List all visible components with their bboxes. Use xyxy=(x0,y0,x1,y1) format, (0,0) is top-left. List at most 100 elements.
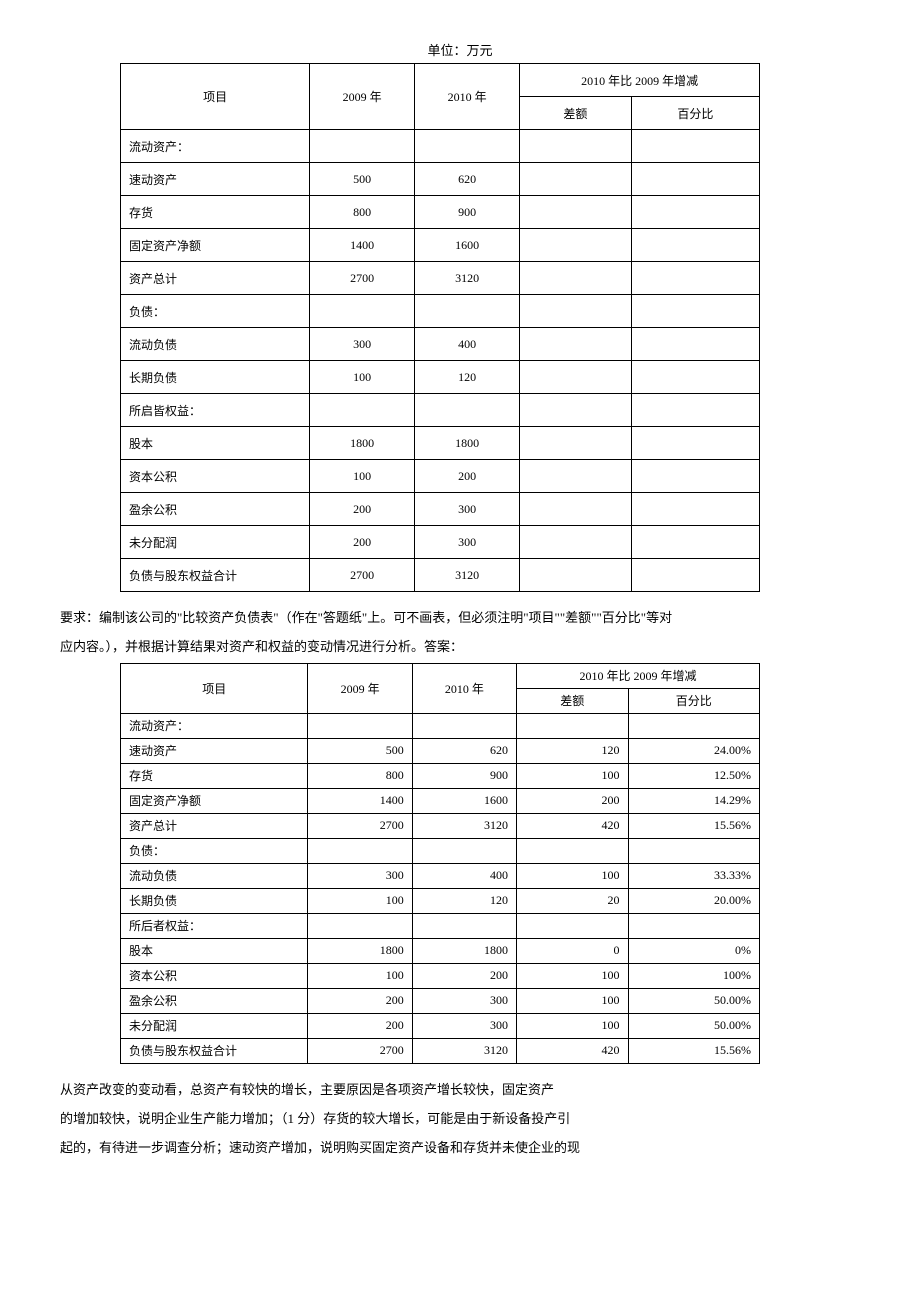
cell-2010 xyxy=(412,838,516,863)
cell-pct: 100% xyxy=(628,963,759,988)
table-row: 资产总计27003120 xyxy=(121,262,760,295)
cell-diff xyxy=(520,394,632,427)
cell-pct xyxy=(631,196,759,229)
cell-pct xyxy=(631,262,759,295)
cell-diff xyxy=(516,713,628,738)
cell-2010: 620 xyxy=(412,738,516,763)
cell-item: 资本公积 xyxy=(121,963,308,988)
cell-item: 股本 xyxy=(121,938,308,963)
analysis-text-1: 从资产改变的变动看，总资产有较快的增长，主要原因是各项资产增长较快，固定资产 xyxy=(60,1076,860,1103)
cell-pct xyxy=(631,229,759,262)
cell-item: 资本公积 xyxy=(121,460,310,493)
table-row: 固定资产净额14001600 xyxy=(121,229,760,262)
cell-2010: 3120 xyxy=(412,1038,516,1063)
cell-2009: 100 xyxy=(310,460,415,493)
cell-diff: 0 xyxy=(516,938,628,963)
cell-diff xyxy=(520,262,632,295)
cell-diff: 100 xyxy=(516,988,628,1013)
balance-sheet-table-1: 项目 2009 年 2010 年 2010 年比 2009 年增减 差额 百分比… xyxy=(120,63,760,592)
header-2010: 2010 年 xyxy=(415,64,520,130)
table-row: 负债与股东权益合计27003120 xyxy=(121,559,760,592)
table-row: 流动资产： xyxy=(121,713,760,738)
cell-2010: 900 xyxy=(415,196,520,229)
cell-2009: 100 xyxy=(308,963,412,988)
header-2009: 2009 年 xyxy=(310,64,415,130)
table-row: 未分配润20030010050.00% xyxy=(121,1013,760,1038)
cell-2009: 100 xyxy=(308,888,412,913)
cell-2009: 2700 xyxy=(310,559,415,592)
cell-item: 资产总计 xyxy=(121,262,310,295)
cell-item: 股本 xyxy=(121,427,310,460)
table-row: 资产总计2700312042015.56% xyxy=(121,813,760,838)
cell-diff xyxy=(520,295,632,328)
cell-2010 xyxy=(412,713,516,738)
unit-label: 单位：万元 xyxy=(60,40,860,59)
cell-item: 速动资产 xyxy=(121,738,308,763)
cell-pct: 15.56% xyxy=(628,1038,759,1063)
cell-pct: 24.00% xyxy=(628,738,759,763)
cell-2010 xyxy=(415,130,520,163)
cell-diff xyxy=(520,460,632,493)
cell-2010: 1800 xyxy=(415,427,520,460)
table-row: 股本1800180000% xyxy=(121,938,760,963)
cell-item: 盈余公积 xyxy=(121,493,310,526)
table-row: 负债： xyxy=(121,838,760,863)
cell-pct xyxy=(631,460,759,493)
cell-2009: 800 xyxy=(308,763,412,788)
cell-item: 流动资产： xyxy=(121,130,310,163)
cell-diff: 120 xyxy=(516,738,628,763)
cell-pct xyxy=(631,526,759,559)
cell-diff xyxy=(516,913,628,938)
table-row: 速动资产500620 xyxy=(121,163,760,196)
cell-pct: 20.00% xyxy=(628,888,759,913)
header-2009: 2009 年 xyxy=(308,663,412,713)
cell-2010: 1600 xyxy=(412,788,516,813)
table-row: 资本公积100200100100% xyxy=(121,963,760,988)
cell-2009: 200 xyxy=(308,1013,412,1038)
cell-pct: 33.33% xyxy=(628,863,759,888)
cell-2009: 800 xyxy=(310,196,415,229)
cell-2009: 200 xyxy=(308,988,412,1013)
cell-2009: 100 xyxy=(310,361,415,394)
table-row: 负债与股东权益合计2700312042015.56% xyxy=(121,1038,760,1063)
cell-pct xyxy=(631,361,759,394)
cell-2009: 1400 xyxy=(308,788,412,813)
cell-item: 存货 xyxy=(121,763,308,788)
cell-pct xyxy=(631,394,759,427)
cell-pct xyxy=(631,295,759,328)
cell-2010 xyxy=(412,913,516,938)
cell-2010 xyxy=(415,295,520,328)
requirement-text-1: 要求：编制该公司的"比较资产负债表"（作在"答题纸"上。可不画表，但必须注明"项… xyxy=(60,604,860,631)
table-row: 未分配润200300 xyxy=(121,526,760,559)
header-item: 项目 xyxy=(121,64,310,130)
cell-2009: 200 xyxy=(310,493,415,526)
cell-item: 负债与股东权益合计 xyxy=(121,559,310,592)
cell-pct: 50.00% xyxy=(628,988,759,1013)
cell-2010 xyxy=(415,394,520,427)
cell-pct xyxy=(631,559,759,592)
cell-diff: 200 xyxy=(516,788,628,813)
cell-item: 负债： xyxy=(121,838,308,863)
header-change: 2010 年比 2009 年增减 xyxy=(516,663,759,688)
cell-item: 资产总计 xyxy=(121,813,308,838)
cell-item: 负债与股东权益合计 xyxy=(121,1038,308,1063)
cell-2010: 3120 xyxy=(415,559,520,592)
cell-diff xyxy=(520,196,632,229)
cell-2009 xyxy=(310,394,415,427)
cell-pct: 50.00% xyxy=(628,1013,759,1038)
cell-pct: 14.29% xyxy=(628,788,759,813)
cell-diff: 420 xyxy=(516,1038,628,1063)
table-row: 流动负债30040010033.33% xyxy=(121,863,760,888)
cell-item: 长期负债 xyxy=(121,888,308,913)
cell-diff xyxy=(520,130,632,163)
cell-item: 固定资产净额 xyxy=(121,788,308,813)
cell-pct xyxy=(628,713,759,738)
cell-2010: 300 xyxy=(412,1013,516,1038)
balance-sheet-table-2: 项目 2009 年 2010 年 2010 年比 2009 年增减 差额 百分比… xyxy=(120,663,760,1064)
cell-diff: 100 xyxy=(516,1013,628,1038)
cell-2010: 400 xyxy=(412,863,516,888)
cell-diff xyxy=(520,559,632,592)
cell-item: 速动资产 xyxy=(121,163,310,196)
cell-2010: 620 xyxy=(415,163,520,196)
cell-2009: 200 xyxy=(310,526,415,559)
